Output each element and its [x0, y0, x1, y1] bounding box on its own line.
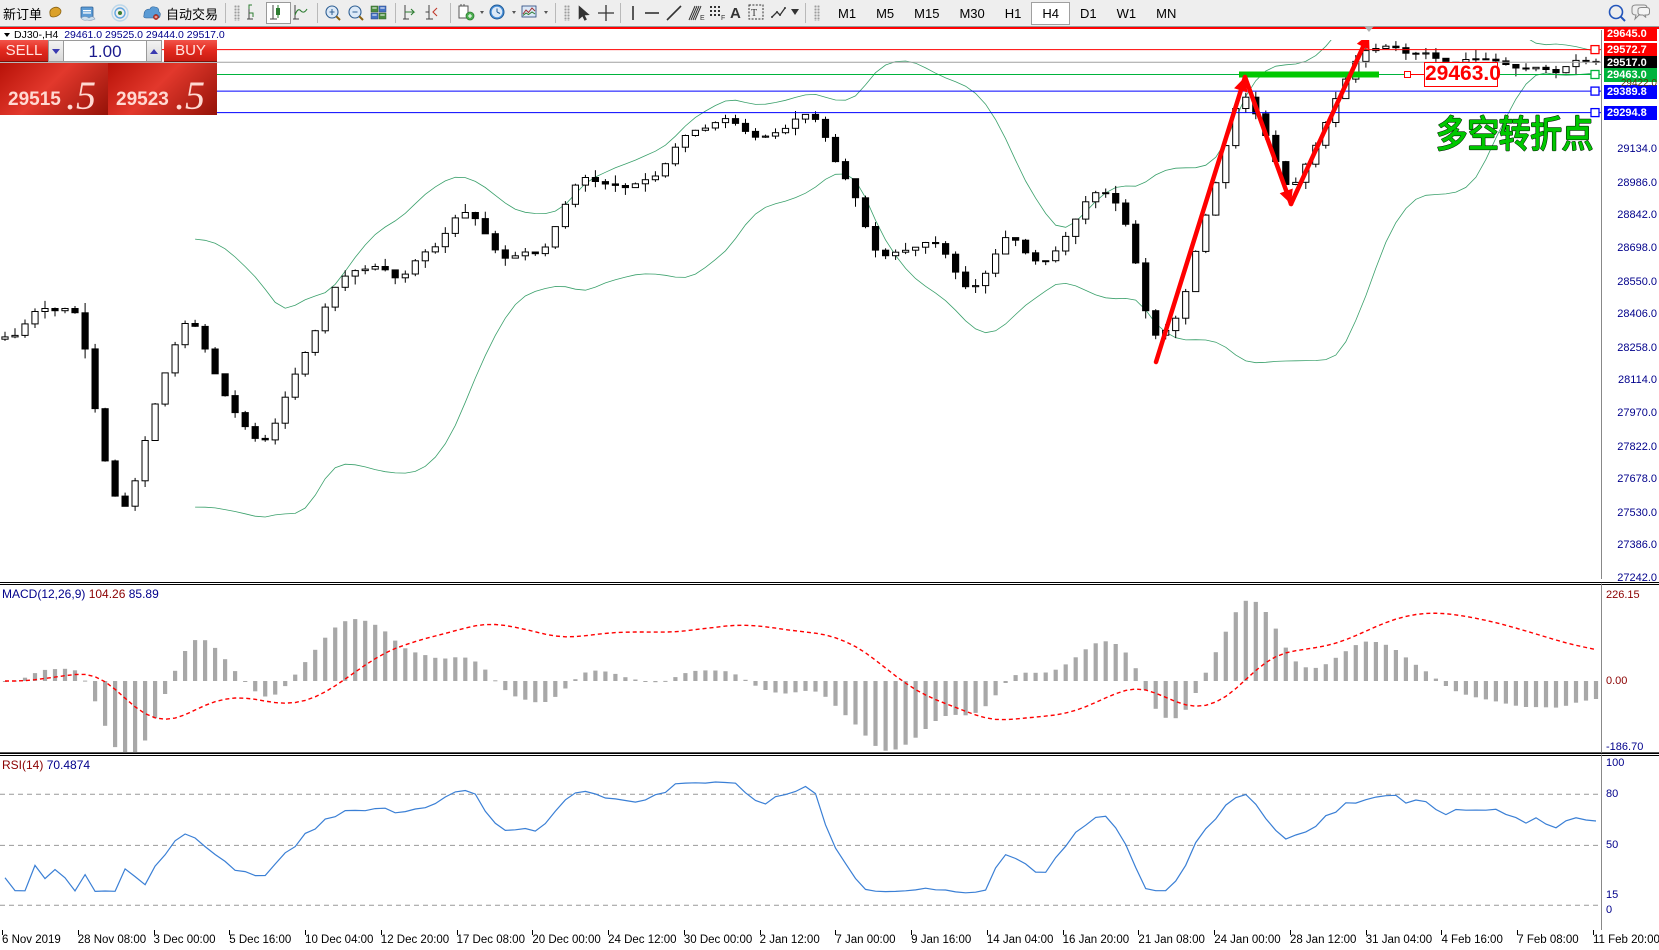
svg-text:A: A	[730, 5, 741, 22]
svg-text:F: F	[721, 15, 725, 22]
svg-text:T: T	[751, 8, 757, 19]
svg-text:E: E	[700, 15, 705, 22]
